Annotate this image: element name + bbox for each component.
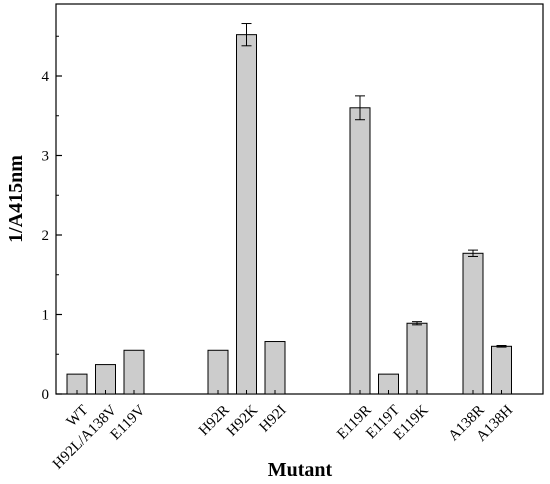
x-axis-label: Mutant [268, 459, 333, 481]
y-tick-label: 3 [42, 149, 50, 165]
bar-e119k [406, 322, 428, 395]
x-tick-label: H92I [256, 402, 289, 435]
error-bar [355, 95, 365, 121]
bar-h92r [207, 349, 229, 395]
bar-a138h [491, 345, 512, 395]
bars [66, 23, 512, 395]
bar-h92k [236, 34, 257, 395]
error-bar [468, 249, 478, 257]
y-axis: 0 1 2 3 4 [42, 35, 62, 403]
x-tick-label: H92K [224, 402, 261, 439]
y-tick-label: 0 [42, 387, 50, 403]
y-tick-label: 4 [42, 69, 50, 85]
y-axis-label: 1/A415nm [5, 155, 27, 243]
y-tick-label: 2 [42, 228, 50, 244]
bar-h92l-a138v [95, 364, 116, 395]
x-tick-label: H92R [196, 402, 233, 439]
bar-a138r [462, 252, 484, 395]
bar-h92i [264, 341, 286, 395]
error-bar [496, 345, 507, 348]
y-tick-label: 1 [42, 308, 50, 324]
error-bar [412, 321, 422, 326]
bar-e119v [123, 349, 145, 395]
error-bar [241, 23, 252, 47]
bar-e119r [349, 107, 371, 395]
plot-frame [55, 3, 544, 395]
